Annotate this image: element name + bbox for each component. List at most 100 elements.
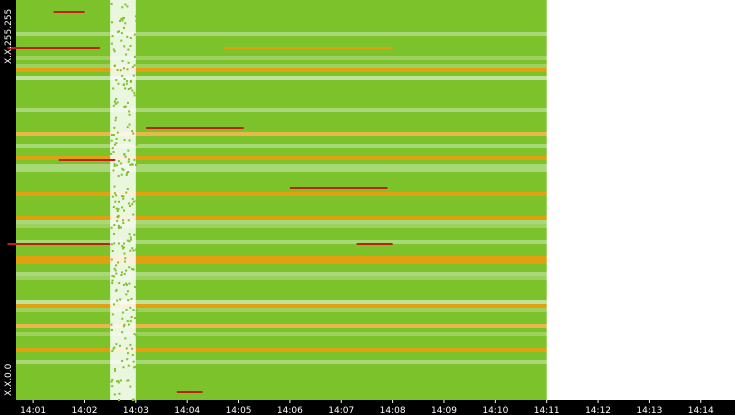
sparse-cell (128, 110, 131, 113)
sparse-cell (123, 26, 126, 29)
heatmap-row (16, 332, 547, 336)
x-tick-label: 14:14 (688, 406, 714, 415)
sparse-cell (133, 55, 136, 58)
sparse-cell (113, 367, 116, 370)
sparse-cell (122, 222, 125, 225)
heatmap-row (16, 232, 547, 236)
sparse-cell (113, 143, 116, 146)
sparse-cell (134, 286, 137, 289)
sparse-cell (126, 358, 129, 361)
heatmap-row (16, 244, 547, 248)
heatmap-row (16, 276, 547, 280)
sparse-cell (113, 100, 116, 103)
sparse-cell (120, 271, 123, 274)
sparse-cell (114, 200, 117, 203)
sparse-cell (113, 242, 116, 245)
sparse-cell (131, 203, 134, 206)
sparse-cell (118, 392, 121, 395)
x-tick-label: 14:09 (431, 406, 457, 415)
heatmap-row (16, 56, 547, 60)
sparse-cell (129, 249, 132, 252)
heatmap-row (16, 308, 547, 312)
sparse-cell (121, 245, 124, 248)
sparse-cell (121, 6, 124, 9)
heatmap-row (16, 384, 547, 388)
sparse-cell (132, 398, 135, 401)
sparse-cell (127, 48, 130, 51)
sparse-cell (133, 33, 136, 36)
x-tick-label: 14:01 (20, 406, 46, 415)
hot-band (146, 127, 244, 129)
sparse-cell (133, 366, 136, 369)
heatmap-row (16, 144, 547, 148)
sparse-cell (113, 303, 116, 306)
heatmap-row (16, 376, 547, 380)
sparse-cell (124, 105, 127, 108)
sparse-cell (111, 35, 114, 38)
sparse-cell (124, 337, 127, 340)
sparse-cell (115, 264, 118, 267)
sparse-cell (115, 272, 118, 275)
heatmap-row (16, 220, 547, 224)
sparse-cell (129, 238, 132, 241)
sparse-cell (132, 74, 135, 77)
sparse-cell (126, 80, 129, 83)
heatmap-row (16, 76, 547, 80)
heatmap-row (16, 300, 547, 304)
sparse-cell (131, 347, 134, 350)
y-tick-label-bottom: X.X.0.0 (4, 363, 14, 396)
heatmap-row (16, 188, 547, 192)
sparse-cell (110, 139, 113, 142)
sparse-cell (125, 308, 128, 311)
sparse-cell (127, 149, 130, 152)
sparse-cell (120, 173, 123, 176)
sparse-cell (122, 83, 125, 86)
heatmap-row (16, 40, 547, 44)
heatmap-row (16, 164, 547, 168)
sparse-cell (118, 398, 121, 401)
sparse-cell (124, 155, 127, 158)
sparse-cell (133, 91, 136, 94)
sparse-cell (125, 191, 128, 194)
sparse-cell (112, 48, 115, 51)
sparse-cell (124, 87, 127, 90)
sparse-cell (134, 317, 137, 320)
heatmap-row (16, 228, 547, 232)
sparse-cell (117, 214, 120, 217)
sparse-cell (130, 315, 133, 318)
heatmap-row (16, 64, 547, 68)
sparse-cell (114, 102, 117, 105)
sparse-cell (132, 268, 135, 271)
sparse-cell (111, 195, 114, 198)
heatmap-row (16, 112, 547, 116)
sparse-cell (128, 204, 131, 207)
heatmap-row (16, 296, 547, 300)
sparse-cell (113, 185, 116, 188)
sparse-cell (120, 32, 123, 35)
sparse-cell (131, 268, 134, 271)
sparse-cell (128, 233, 131, 236)
sparse-cell (126, 320, 129, 323)
sparse-cell (116, 209, 119, 212)
x-tick-label: 14:02 (72, 406, 98, 415)
sparse-cell (121, 195, 124, 198)
heatmap-row (16, 12, 547, 16)
sparse-cell (116, 30, 119, 33)
sparse-cell (126, 5, 129, 8)
sparse-cell (122, 219, 125, 222)
heatmap-row (16, 312, 547, 316)
heatmap-row (16, 340, 547, 344)
hot-band (53, 11, 85, 13)
heatmap-row (16, 132, 547, 136)
heatmap-row (16, 100, 547, 104)
heatmap-row (16, 344, 547, 348)
sparse-cell (110, 328, 113, 331)
sparse-cell (112, 205, 115, 208)
sparse-cell (117, 208, 120, 211)
heatmap-row (16, 92, 547, 96)
sparse-cell (131, 89, 134, 92)
heatmap-row (16, 156, 547, 160)
hot-band (7, 243, 111, 245)
sparse-cell (133, 333, 136, 336)
